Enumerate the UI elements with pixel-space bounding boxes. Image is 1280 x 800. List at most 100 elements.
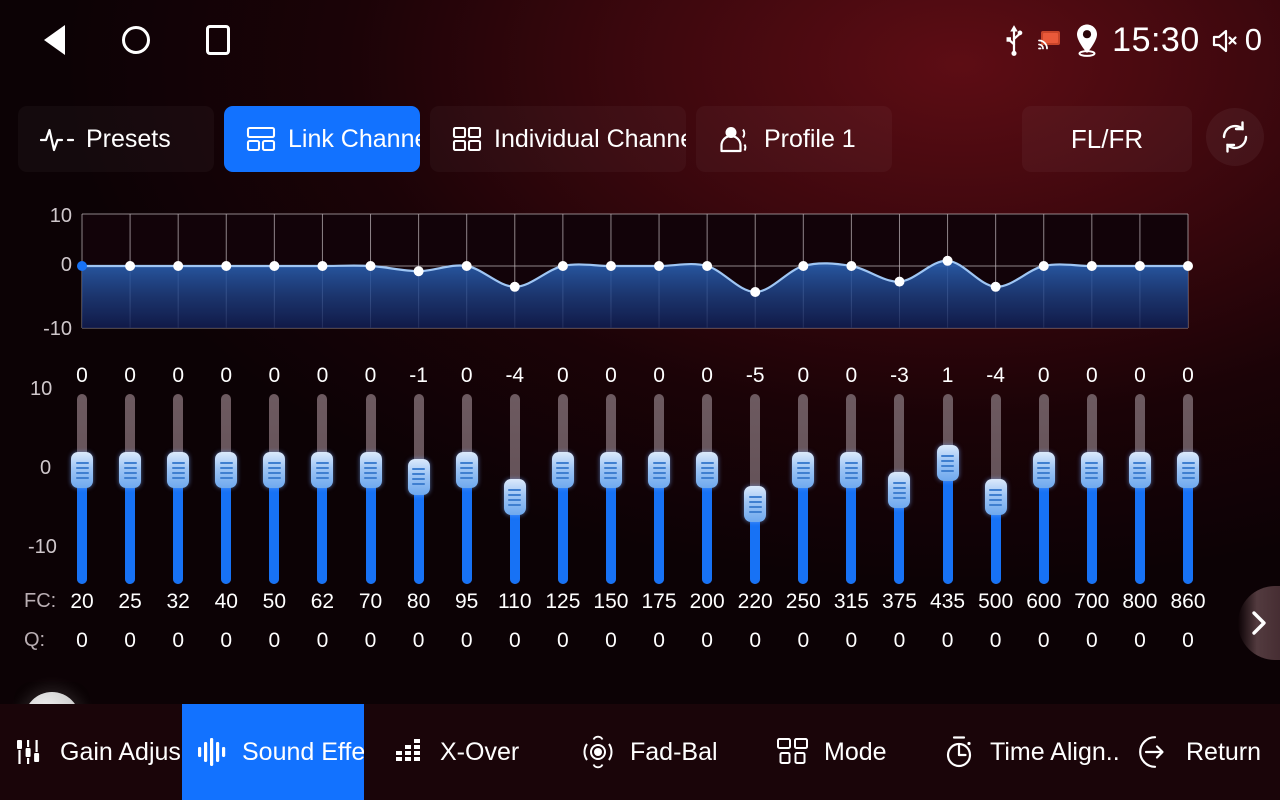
- recents-icon[interactable]: [192, 14, 244, 66]
- band-slider-thumb[interactable]: [840, 452, 863, 488]
- band-slider[interactable]: [792, 394, 815, 584]
- band-slider-thumb[interactable]: [648, 452, 671, 488]
- band-slider[interactable]: [407, 394, 430, 584]
- band-slider-thumb[interactable]: [503, 479, 526, 516]
- fc-value: 175: [641, 590, 677, 613]
- band-slider-thumb[interactable]: [984, 479, 1007, 516]
- bottom-nav-return[interactable]: Return: [1124, 704, 1280, 800]
- eq-response-graph[interactable]: 10 0 -10: [0, 186, 1280, 362]
- bottom-nav-x-over[interactable]: X-Over: [380, 704, 560, 800]
- band-slider[interactable]: [840, 394, 863, 584]
- band-slider[interactable]: [696, 394, 719, 584]
- fc-value: 25: [118, 590, 142, 613]
- band-slider[interactable]: [167, 394, 190, 584]
- band-slider-thumb[interactable]: [1032, 452, 1055, 488]
- bottom-nav-fad-bal-label: Fad-Bal: [630, 737, 718, 766]
- band-slider-thumb[interactable]: [215, 452, 238, 488]
- band-slider[interactable]: [311, 394, 334, 584]
- band-slider-thumb[interactable]: [407, 458, 430, 495]
- q-value: 0: [316, 629, 329, 652]
- band-slider[interactable]: [1032, 394, 1055, 584]
- fc-value: 70: [358, 590, 383, 613]
- band-slider-thumb[interactable]: [311, 452, 334, 488]
- band-slider-thumb[interactable]: [1128, 452, 1151, 488]
- band-slider[interactable]: [1128, 394, 1151, 584]
- band-slider-thumb[interactable]: [936, 445, 959, 482]
- fc-value: 110: [498, 590, 532, 613]
- tab-presets[interactable]: Presets: [18, 106, 214, 172]
- band-slider[interactable]: [1177, 394, 1199, 584]
- bottom-nav-mode[interactable]: Mode: [762, 704, 912, 800]
- band-slider-thumb[interactable]: [71, 452, 93, 488]
- fc-value: 860: [1170, 590, 1206, 613]
- bottom-nav-sound-effect[interactable]: Sound Effect: [182, 704, 364, 800]
- bottom-nav-time-align[interactable]: Time Align..: [930, 704, 1130, 800]
- channel-select-button[interactable]: FL/FR: [1022, 106, 1192, 172]
- band-slider[interactable]: [936, 394, 959, 584]
- arrow-right-circle-icon: [1138, 735, 1172, 769]
- tab-link-channel[interactable]: Link Channel: [224, 106, 420, 172]
- band-slider[interactable]: [215, 394, 238, 584]
- band-slider-thumb[interactable]: [1080, 452, 1103, 488]
- band-slider-thumb[interactable]: [167, 452, 190, 488]
- bottom-nav-gain-adjust[interactable]: Gain Adjus..: [0, 704, 182, 800]
- band-slider-thumb[interactable]: [696, 452, 719, 488]
- slider-scale-bottom: -10: [28, 536, 57, 558]
- band-slider[interactable]: [359, 394, 382, 584]
- band-slider[interactable]: [599, 394, 622, 584]
- band-slider[interactable]: [1080, 394, 1103, 584]
- band-slider[interactable]: [744, 394, 767, 584]
- home-icon[interactable]: [110, 14, 162, 66]
- gain-values-row: 0 0 0 0 0 0 0 -1 0 -4 0 0 0 0 -5 0 0 -3 1 -4 0 0 0 0: [0, 364, 1280, 394]
- band-slider[interactable]: [551, 394, 574, 584]
- reset-button[interactable]: [1206, 108, 1264, 166]
- band-slider[interactable]: [71, 394, 93, 584]
- band-slider-fill: [654, 470, 665, 584]
- bottom-nav-mode-label: Mode: [824, 737, 887, 766]
- band-slider-fill: [77, 470, 87, 584]
- bottom-nav-fad-bal[interactable]: Fad-Bal: [566, 704, 736, 800]
- band-slider-thumb[interactable]: [744, 486, 767, 522]
- tab-individual-channel[interactable]: Individual Channel: [430, 106, 686, 172]
- q-value: 0: [1134, 629, 1146, 652]
- band-slider-fill: [269, 470, 280, 584]
- band-slider[interactable]: [984, 394, 1007, 584]
- band-slider[interactable]: [119, 394, 142, 584]
- band-gain-value: 0: [316, 364, 329, 387]
- bottom-nav-x-over-label: X-Over: [440, 737, 520, 766]
- band-slider[interactable]: [263, 394, 286, 584]
- band-gain-value: 0: [653, 364, 665, 387]
- band-gain-value: 0: [1037, 364, 1050, 387]
- usb-icon: [1001, 24, 1027, 56]
- band-slider-thumb[interactable]: [455, 452, 478, 488]
- band-slider[interactable]: [503, 394, 526, 584]
- q-value: 0: [76, 629, 88, 652]
- band-gain-value: 0: [124, 364, 136, 387]
- q-value: 0: [268, 629, 281, 652]
- band-slider-fill: [557, 470, 568, 584]
- band-slider-fill: [1086, 470, 1097, 584]
- band-slider[interactable]: [888, 394, 911, 584]
- back-icon[interactable]: [28, 14, 80, 66]
- band-gain-value: 0: [797, 364, 810, 387]
- band-slider-thumb[interactable]: [1177, 452, 1199, 488]
- band-slider[interactable]: [648, 394, 671, 584]
- band-slider-thumb[interactable]: [888, 472, 911, 509]
- band-slider-thumb[interactable]: [359, 452, 382, 488]
- fc-value: 435: [930, 590, 966, 613]
- system-nav-buttons: [28, 14, 244, 66]
- volume-indicator[interactable]: 0: [1211, 22, 1262, 58]
- band-slider-thumb[interactable]: [119, 452, 142, 488]
- tab-profile[interactable]: Profile 1: [696, 106, 892, 172]
- q-value: 0: [797, 629, 810, 652]
- band-slider[interactable]: [455, 394, 478, 584]
- band-slider-bank[interactable]: 10 0 -10: [0, 378, 1280, 584]
- band-slider-thumb[interactable]: [792, 452, 815, 488]
- equalizer-bars-icon: [196, 736, 228, 768]
- band-slider-thumb[interactable]: [263, 452, 286, 488]
- band-slider-thumb[interactable]: [551, 452, 574, 488]
- q-value: 0: [605, 629, 617, 652]
- q-value: 0: [893, 629, 906, 652]
- band-slider-thumb[interactable]: [599, 452, 622, 488]
